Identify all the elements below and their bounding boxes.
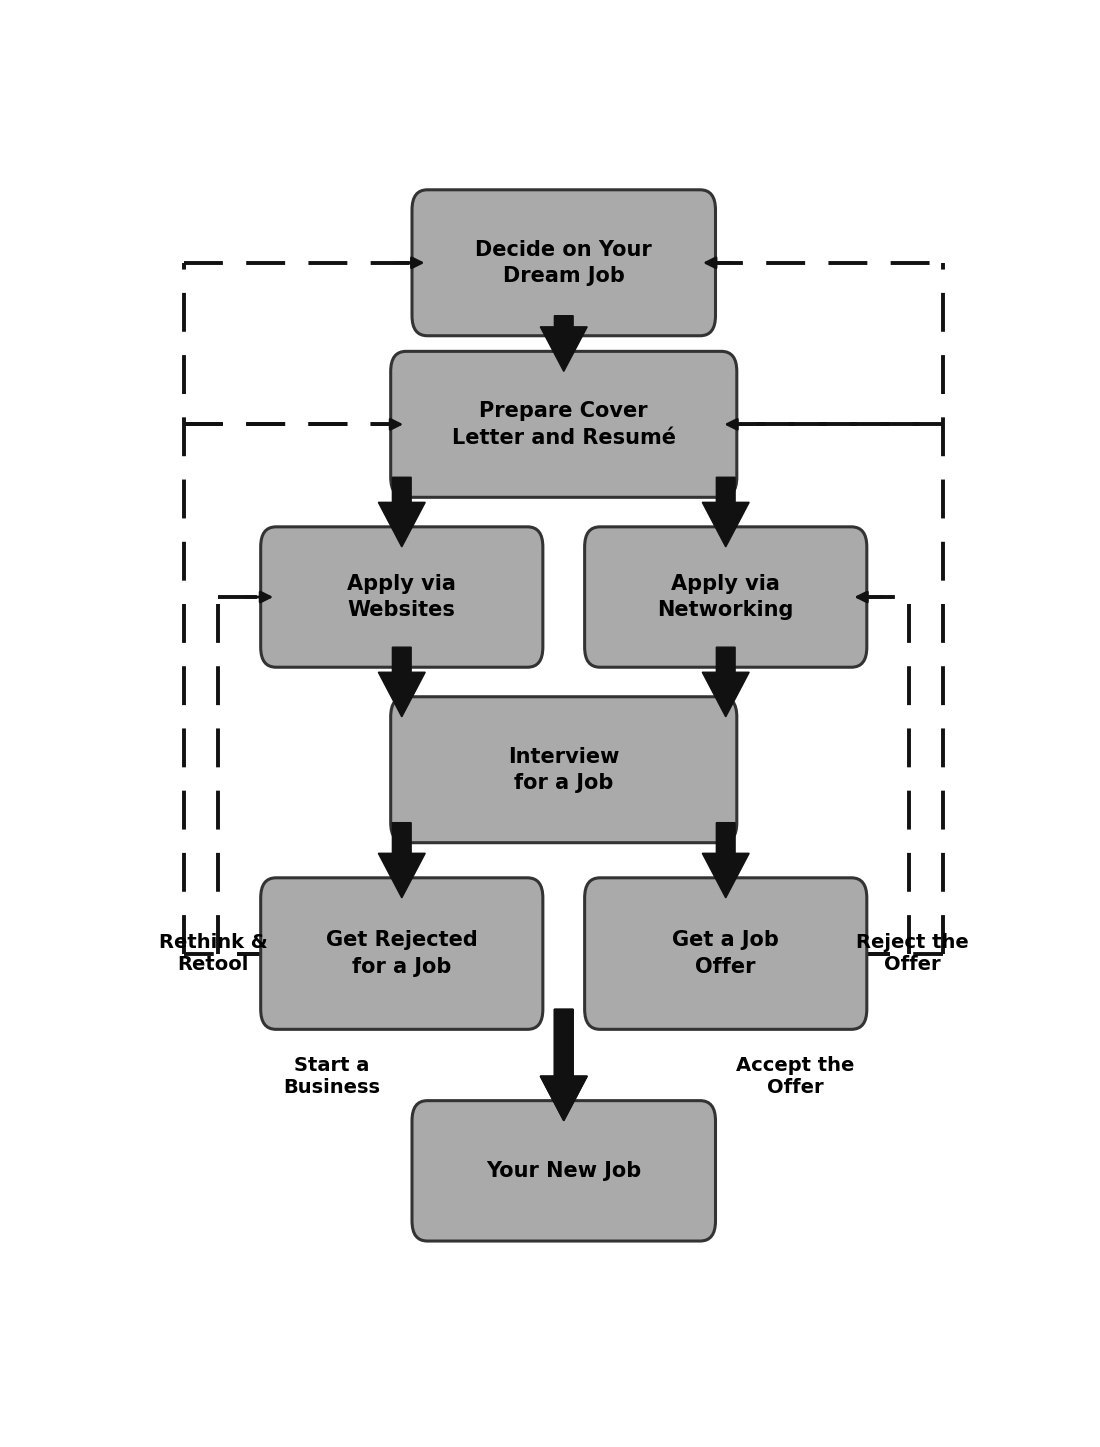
FancyArrow shape	[540, 1010, 587, 1120]
Text: Accept the
Offer: Accept the Offer	[736, 1056, 855, 1097]
Text: Rethink &
Retool: Rethink & Retool	[158, 933, 267, 974]
Text: Reject the
Offer: Reject the Offer	[856, 933, 969, 974]
Text: Apply via
Networking: Apply via Networking	[658, 574, 794, 621]
Text: Decide on Your
Dream Job: Decide on Your Dream Job	[475, 240, 652, 287]
Text: Apply via
Websites: Apply via Websites	[348, 574, 456, 621]
FancyBboxPatch shape	[412, 190, 715, 336]
FancyArrow shape	[540, 1010, 587, 1120]
FancyArrow shape	[702, 478, 749, 547]
FancyArrow shape	[378, 647, 426, 716]
FancyArrow shape	[702, 823, 749, 897]
FancyBboxPatch shape	[584, 878, 867, 1029]
Text: Get Rejected
for a Job: Get Rejected for a Job	[326, 930, 477, 977]
Text: Your New Job: Your New Job	[486, 1160, 641, 1181]
FancyBboxPatch shape	[261, 878, 543, 1029]
FancyBboxPatch shape	[412, 1101, 715, 1242]
FancyBboxPatch shape	[390, 697, 737, 842]
FancyArrow shape	[378, 823, 426, 897]
FancyArrow shape	[702, 647, 749, 716]
FancyBboxPatch shape	[390, 352, 737, 498]
Text: Get a Job
Offer: Get a Job Offer	[672, 930, 779, 977]
Text: Prepare Cover
Letter and Resumé: Prepare Cover Letter and Resumé	[452, 401, 675, 447]
Text: Start a
Business: Start a Business	[284, 1056, 381, 1097]
FancyArrow shape	[378, 478, 426, 547]
FancyBboxPatch shape	[261, 527, 543, 667]
FancyBboxPatch shape	[584, 527, 867, 667]
FancyArrow shape	[540, 315, 587, 372]
Text: Interview
for a Job: Interview for a Job	[508, 747, 619, 793]
